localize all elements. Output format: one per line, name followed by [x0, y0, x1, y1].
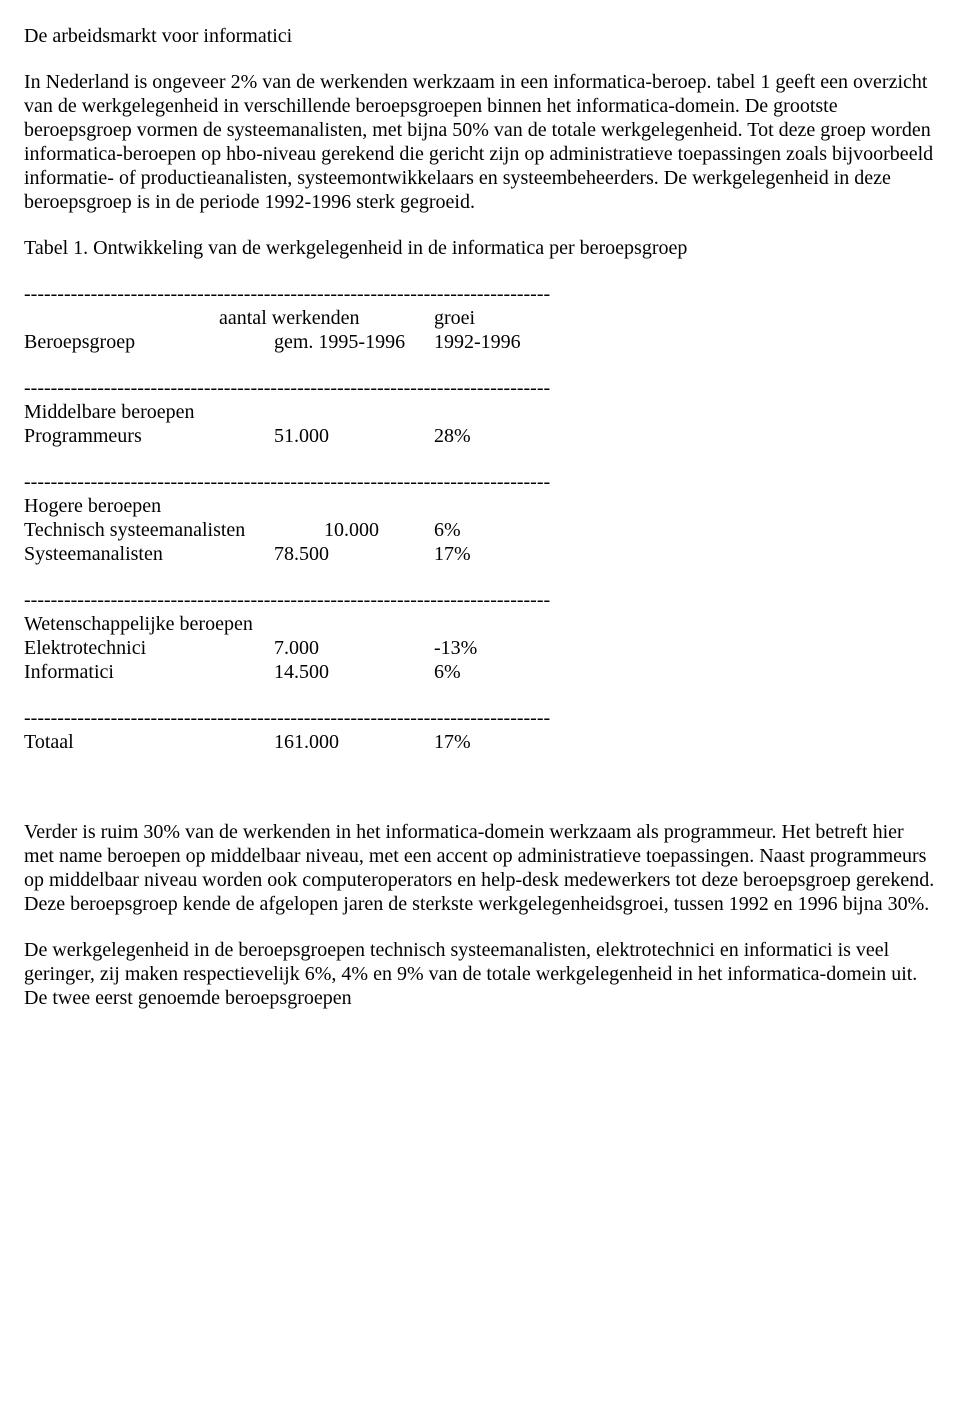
header-jaren: 1992-1996 — [434, 330, 521, 354]
row-label: Informatici — [24, 660, 274, 684]
section-wetenschappelijke: Wetenschappelijke beroepen — [24, 612, 936, 636]
table-row: Programmeurs 51.000 28% — [24, 424, 936, 448]
row-label: Totaal — [24, 730, 274, 754]
table-row: Systeemanalisten 78.500 17% — [24, 542, 936, 566]
table-header-row2: Beroepsgroep gem. 1995-1996 1992-1996 — [24, 330, 936, 354]
row-aantal: 78.500 — [274, 542, 434, 566]
row-aantal: 7.000 — [274, 636, 434, 660]
header-gem: gem. 1995-1996 — [274, 330, 434, 354]
row-groei: -13% — [434, 636, 477, 660]
section-middelbaar: Middelbare beroepen — [24, 400, 936, 424]
header-groei: groei — [434, 306, 475, 330]
table-row: Informatici 14.500 6% — [24, 660, 936, 684]
table-row: Totaal 161.000 17% — [24, 730, 936, 754]
row-groei: 6% — [434, 660, 461, 684]
document-title: De arbeidsmarkt voor informatici — [24, 24, 936, 48]
row-groei: 28% — [434, 424, 471, 448]
header-aantal: aantal werkenden — [219, 306, 434, 330]
paragraph-3: De werkgelegenheid in de beroepsgroepen … — [24, 938, 936, 1010]
divider: ----------------------------------------… — [24, 282, 936, 306]
row-label: Systeemanalisten — [24, 542, 274, 566]
paragraph-2: Verder is ruim 30% van de werkenden in h… — [24, 820, 936, 916]
row-label: Programmeurs — [24, 424, 274, 448]
row-groei: 6% — [434, 518, 461, 542]
table-caption: Tabel 1. Ontwikkeling van de werkgelegen… — [24, 236, 936, 260]
row-aantal: 161.000 — [274, 730, 434, 754]
paragraph-intro: In Nederland is ongeveer 2% van de werke… — [24, 70, 936, 214]
divider: ----------------------------------------… — [24, 706, 936, 730]
divider: ----------------------------------------… — [24, 588, 936, 612]
row-aantal: 51.000 — [274, 424, 434, 448]
header-beroepsgroep: Beroepsgroep — [24, 330, 274, 354]
row-aantal: 10.000 — [324, 518, 434, 542]
section-hogere: Hogere beroepen — [24, 494, 936, 518]
table-header-row1: aantal werkenden groei — [24, 306, 936, 330]
divider: ----------------------------------------… — [24, 376, 936, 400]
divider: ----------------------------------------… — [24, 470, 936, 494]
row-groei: 17% — [434, 542, 471, 566]
row-groei: 17% — [434, 730, 471, 754]
row-aantal: 14.500 — [274, 660, 434, 684]
row-label: Technisch systeemanalisten — [24, 518, 324, 542]
table-row: Elektrotechnici 7.000 -13% — [24, 636, 936, 660]
row-label: Elektrotechnici — [24, 636, 274, 660]
table-row: Technisch systeemanalisten 10.000 6% — [24, 518, 936, 542]
